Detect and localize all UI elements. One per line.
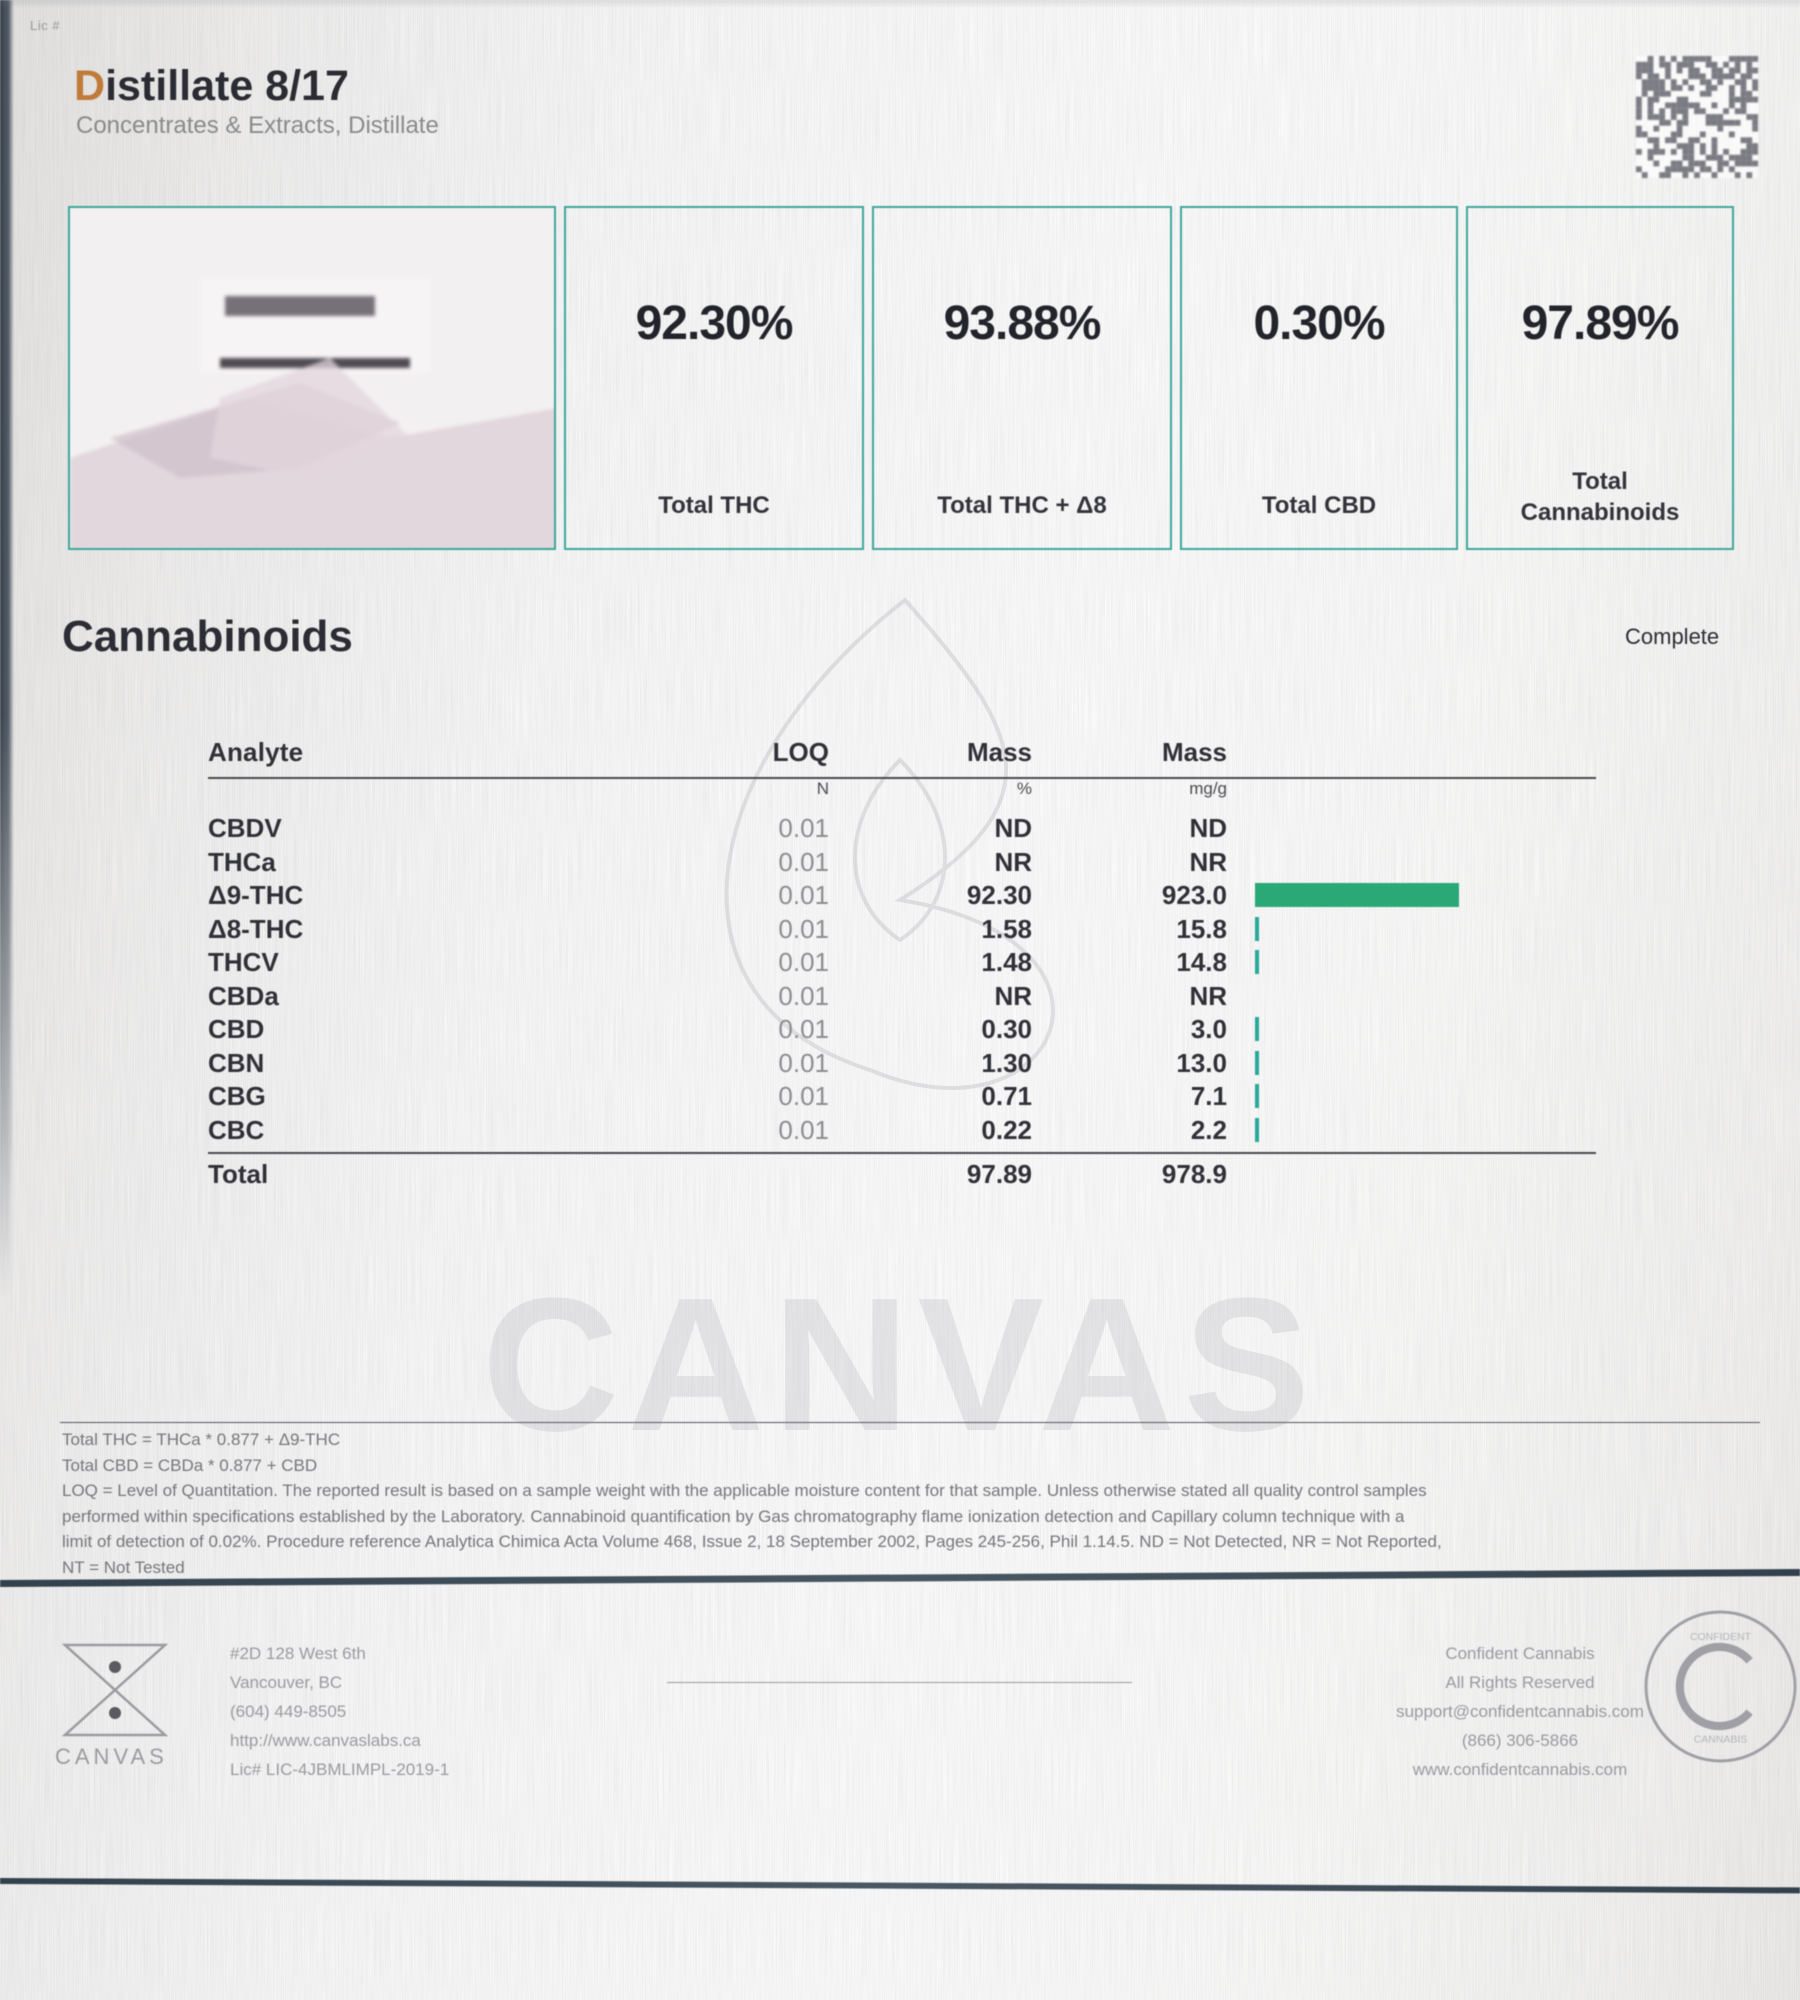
svg-text:CANNABIS: CANNABIS [1694,1734,1748,1745]
svg-text:CONFIDENT: CONFIDENT [1690,1632,1752,1643]
